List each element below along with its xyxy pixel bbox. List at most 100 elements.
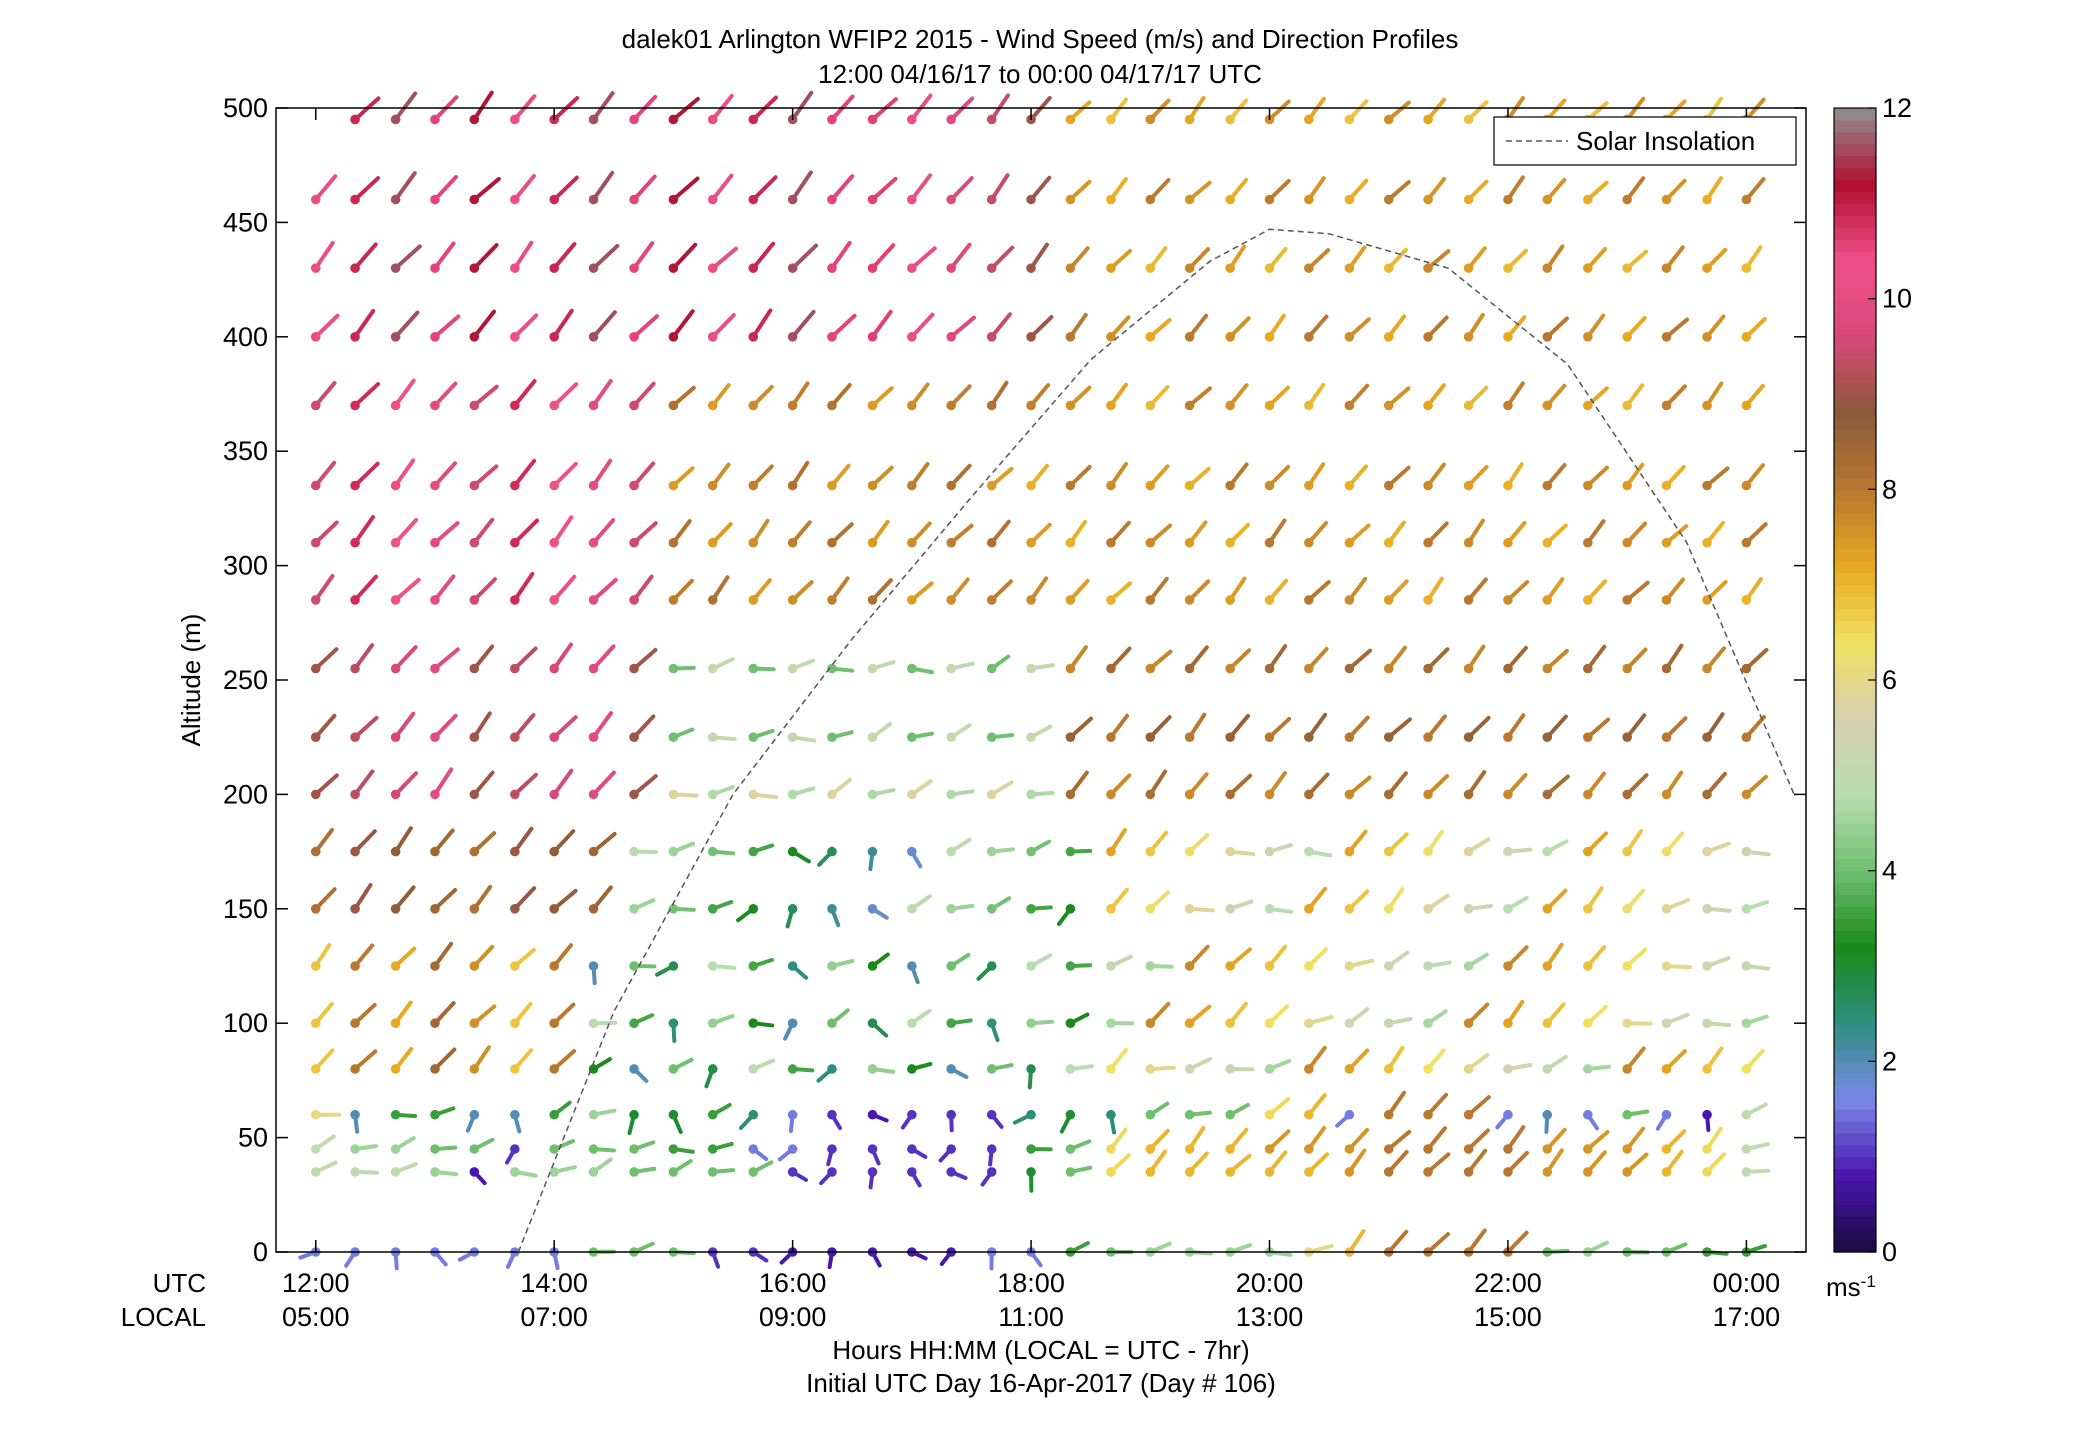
wind-barb	[708, 961, 734, 971]
wind-barb-dot	[1066, 263, 1076, 273]
wind-barb	[868, 1167, 878, 1187]
wind-barb-dot	[1304, 595, 1314, 605]
wind-barb	[1225, 525, 1248, 548]
wind-barb	[1662, 467, 1684, 490]
wind-barb	[1423, 896, 1447, 914]
wind-barb-dot	[470, 538, 480, 548]
wind-barb	[788, 732, 815, 742]
wind-barb	[1384, 1093, 1404, 1120]
wind-barb	[868, 1110, 887, 1121]
wind-barb-dot	[1145, 732, 1155, 742]
wind-barb	[708, 577, 728, 604]
wind-barb	[1185, 316, 1206, 342]
wind-barb	[987, 383, 1007, 410]
wind-barb	[1304, 949, 1326, 971]
wind-barb	[1106, 179, 1126, 204]
wind-barb-dot	[987, 961, 997, 971]
wind-barb	[549, 464, 575, 490]
colorbar-swatch	[1834, 811, 1876, 824]
wind-barb-dot	[1304, 1144, 1314, 1154]
wind-barb	[1464, 839, 1489, 856]
wind-barb-dot	[1145, 1064, 1155, 1074]
wind-barb	[470, 1006, 495, 1028]
wind-barb	[946, 1167, 965, 1178]
wind-barb	[1503, 1127, 1523, 1154]
wind-barb	[1503, 383, 1523, 410]
wind-barb-dot	[1225, 1064, 1235, 1074]
wind-barb-dot	[391, 263, 401, 273]
wind-barb	[1742, 847, 1769, 857]
wind-barb-dot	[1742, 595, 1752, 605]
colorbar-swatch	[1834, 668, 1876, 681]
wind-barb	[669, 844, 693, 857]
wind-barb	[391, 773, 416, 799]
wind-barb-dot	[391, 1064, 401, 1074]
wind-barb	[1304, 1154, 1327, 1176]
wind-barb-dot	[1185, 664, 1195, 674]
wind-barb	[391, 1164, 416, 1177]
wind-barb-dot	[629, 664, 639, 674]
wind-barb-dot	[1503, 595, 1513, 605]
wind-barb-dot	[1066, 847, 1076, 857]
wind-barb-dot	[470, 1018, 480, 1028]
wind-barb-dot	[1464, 1144, 1474, 1154]
wind-barb-dot	[1742, 1018, 1752, 1028]
wind-barb	[1106, 649, 1129, 674]
wind-barb-dot	[510, 263, 520, 273]
wind-barb	[470, 833, 495, 856]
wind-barb	[1464, 1097, 1489, 1119]
wind-barb	[1622, 252, 1646, 273]
wind-barb	[1423, 579, 1442, 605]
wind-barb	[311, 889, 335, 913]
wind-barb	[708, 659, 733, 673]
wind-barb	[470, 947, 493, 971]
wind-barb-dot	[907, 732, 917, 742]
wind-barb-dot	[1702, 1018, 1712, 1028]
wind-barb-dot	[1345, 847, 1355, 857]
wind-barb-dot	[1583, 1167, 1593, 1177]
wind-barb	[907, 464, 927, 490]
colorbar-swatch	[1834, 1157, 1876, 1170]
wind-barb	[1423, 1154, 1448, 1176]
wind-barb-dot	[1304, 847, 1314, 857]
wind-barb-dot	[1542, 1110, 1552, 1120]
wind-barb-dot	[1304, 1110, 1314, 1120]
wind-barb	[350, 645, 372, 673]
wind-barb	[987, 248, 1012, 273]
wind-barb-dot	[788, 538, 798, 548]
wind-barb	[1384, 522, 1404, 547]
wind-barb-dot	[1185, 1167, 1195, 1177]
wind-barb	[510, 1110, 520, 1131]
wind-barb-dot	[391, 1167, 401, 1177]
wind-barb	[430, 177, 456, 204]
wind-barb-dot	[1423, 904, 1433, 914]
wind-barb	[391, 313, 418, 342]
wind-barb-dot	[629, 538, 639, 548]
wind-barb	[1464, 1231, 1485, 1257]
wind-barb	[1542, 1004, 1563, 1028]
y-tick-label: 450	[223, 207, 268, 237]
wind-barb	[1265, 102, 1289, 125]
wind-barb	[987, 898, 1009, 913]
wind-barb	[1225, 1156, 1249, 1177]
wind-barb-dot	[350, 195, 360, 205]
wind-barb	[430, 716, 456, 742]
wind-barb	[669, 1060, 692, 1074]
wind-barb	[907, 248, 935, 273]
wind-barb-dot	[946, 263, 956, 273]
wind-barb-dot	[589, 538, 599, 548]
wind-barb-dot	[1304, 1018, 1314, 1028]
wind-barb	[1066, 102, 1090, 124]
wind-barb	[748, 1162, 771, 1176]
wind-barb	[788, 1167, 806, 1180]
wind-barb-dot	[1464, 401, 1474, 411]
y-tick-label: 400	[223, 322, 268, 352]
wind-barb-dot	[1464, 847, 1474, 857]
wind-barb-dot	[589, 904, 599, 914]
wind-barb	[1622, 1129, 1643, 1154]
x-tick-label-utc: 18:00	[997, 1268, 1065, 1298]
wind-barb-dot	[1185, 595, 1195, 605]
wind-barb	[669, 730, 693, 742]
wind-barb	[391, 93, 415, 124]
